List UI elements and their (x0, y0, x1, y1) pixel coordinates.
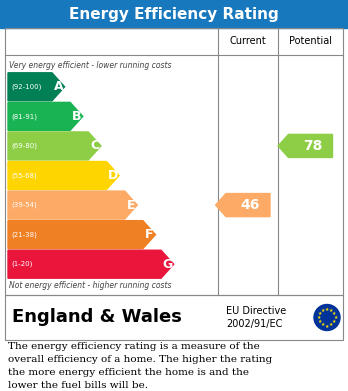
Text: overall efficiency of a home. The higher the rating: overall efficiency of a home. The higher… (8, 355, 272, 364)
Text: C: C (90, 140, 99, 152)
Polygon shape (8, 161, 119, 190)
Polygon shape (8, 250, 174, 278)
Text: (39-54): (39-54) (11, 202, 37, 208)
Text: (55-68): (55-68) (11, 172, 37, 179)
Bar (5, 295, 343, 340)
Text: ★: ★ (325, 323, 329, 328)
Text: E: E (127, 199, 135, 212)
Text: ★: ★ (332, 319, 337, 324)
Text: A: A (54, 80, 63, 93)
Bar (5, 28, 343, 295)
Text: Energy Efficiency Rating: Energy Efficiency Rating (69, 7, 279, 22)
Text: The energy efficiency rating is a measure of the: The energy efficiency rating is a measur… (8, 342, 260, 351)
Bar (0, 0, 348, 28)
Text: ★: ★ (325, 307, 329, 312)
Text: EU Directive: EU Directive (226, 307, 286, 316)
Text: ★: ★ (321, 308, 325, 313)
Polygon shape (216, 194, 270, 217)
Text: 46: 46 (240, 198, 260, 212)
Text: ★: ★ (321, 322, 325, 327)
Polygon shape (8, 221, 156, 249)
Text: B: B (72, 110, 81, 123)
Text: F: F (145, 228, 153, 241)
Polygon shape (8, 102, 83, 130)
Text: ★: ★ (332, 311, 337, 316)
Text: ★: ★ (316, 315, 321, 320)
Text: Very energy efficient - lower running costs: Very energy efficient - lower running co… (9, 61, 172, 70)
Text: G: G (162, 258, 173, 271)
Text: England & Wales: England & Wales (12, 308, 182, 326)
Text: ★: ★ (317, 311, 322, 316)
Polygon shape (8, 191, 137, 219)
Text: Potential: Potential (289, 36, 332, 47)
Polygon shape (278, 135, 332, 158)
Polygon shape (8, 132, 101, 160)
Text: ★: ★ (329, 308, 333, 313)
Text: Not energy efficient - higher running costs: Not energy efficient - higher running co… (9, 280, 172, 289)
Text: 2002/91/EC: 2002/91/EC (226, 319, 282, 328)
Text: 78: 78 (303, 139, 322, 153)
Text: ★: ★ (333, 315, 338, 320)
Text: Current: Current (230, 36, 266, 47)
Text: ★: ★ (317, 319, 322, 324)
Text: lower the fuel bills will be.: lower the fuel bills will be. (8, 381, 148, 390)
Polygon shape (8, 73, 65, 101)
Text: (81-91): (81-91) (11, 113, 37, 120)
Text: (92-100): (92-100) (11, 84, 41, 90)
Text: the more energy efficient the home is and the: the more energy efficient the home is an… (8, 368, 249, 377)
Text: (21-38): (21-38) (11, 231, 37, 238)
Text: (69-80): (69-80) (11, 143, 37, 149)
Circle shape (314, 305, 340, 330)
Text: D: D (108, 169, 118, 182)
Text: (1-20): (1-20) (11, 261, 32, 267)
Text: ★: ★ (329, 322, 333, 327)
